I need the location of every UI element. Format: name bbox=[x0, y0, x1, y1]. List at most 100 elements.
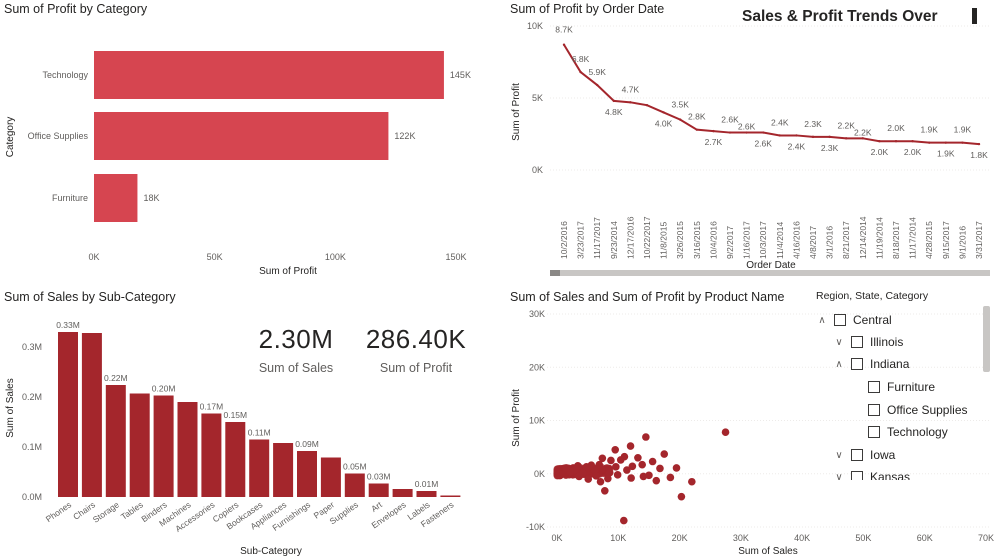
kpi-profit-label: Sum of Profit bbox=[379, 361, 453, 375]
scatter-point bbox=[611, 445, 620, 454]
data-label: 2.3K bbox=[804, 119, 822, 129]
bar-fasteners bbox=[440, 495, 461, 497]
bar-storage bbox=[105, 385, 126, 497]
bar-labels bbox=[416, 491, 437, 497]
slicer-item-furniture[interactable]: Furniture bbox=[850, 379, 935, 395]
checkbox[interactable] bbox=[851, 358, 863, 370]
slicer-item-label: Kansas bbox=[870, 470, 911, 480]
x-tick-label: 12/17/2016 bbox=[625, 216, 635, 259]
scatter-point bbox=[652, 476, 661, 485]
kpi-profit-value: 286.40K bbox=[365, 324, 467, 354]
chevron-down-icon[interactable]: ∨ bbox=[835, 449, 843, 461]
checkbox[interactable] bbox=[868, 426, 880, 438]
y-tick-label: 20K bbox=[529, 362, 545, 372]
chevron-up-icon[interactable]: ∧ bbox=[835, 358, 843, 370]
x-tick-label: Storage bbox=[91, 499, 121, 524]
checkbox[interactable] bbox=[851, 471, 863, 480]
x-tick-label: 40K bbox=[794, 533, 810, 543]
scatter-point bbox=[562, 464, 570, 472]
data-label: 0.03M bbox=[367, 472, 391, 482]
bar-copiers bbox=[225, 422, 246, 497]
chevron-down-icon[interactable]: ∨ bbox=[835, 336, 843, 348]
bar-furnishings bbox=[297, 451, 317, 497]
slicer-item-label: Office Supplies bbox=[887, 403, 968, 417]
x-tick-label: 60K bbox=[917, 533, 933, 543]
scatter-point bbox=[639, 472, 648, 481]
y-axis-title: Sum of Profit bbox=[511, 83, 522, 141]
data-label: 4.8K bbox=[605, 107, 623, 117]
kpi-sales-value: 2.30M bbox=[258, 324, 334, 354]
chevron-down-icon[interactable]: ∨ bbox=[835, 471, 843, 481]
kpi-card-profit[interactable]: 286.40K Sum of Profit bbox=[356, 324, 476, 375]
line-point bbox=[762, 131, 765, 134]
checkbox[interactable] bbox=[868, 381, 880, 393]
data-label: 4.0K bbox=[655, 118, 673, 128]
x-tick-label: 9/15/2017 bbox=[941, 221, 951, 259]
data-label: 1.8K bbox=[970, 150, 988, 160]
checkbox[interactable] bbox=[868, 404, 880, 416]
scatter-point bbox=[613, 471, 622, 479]
chevron-up-icon[interactable]: ∧ bbox=[818, 314, 826, 326]
slicer-item-central[interactable]: ∧ Central bbox=[816, 312, 891, 328]
x-tick-label: 3/16/2015 bbox=[692, 221, 702, 259]
slicer-item-illinois[interactable]: ∨ Illinois bbox=[833, 334, 903, 350]
y-tick-label: 0K bbox=[534, 469, 545, 479]
data-label: 6.8K bbox=[572, 54, 590, 64]
scatter-point bbox=[656, 464, 664, 473]
data-label: 1.9K bbox=[920, 125, 938, 135]
line-point bbox=[977, 142, 981, 146]
line-point bbox=[712, 129, 715, 133]
x-tick-label: 10K bbox=[610, 533, 626, 543]
profit-by-order-date-visual[interactable]: Sum of Profit by Order Date 0K 5K 10K 8.7K 6… bbox=[505, 0, 996, 285]
scatter-point bbox=[634, 453, 642, 462]
slicer-item-label: Indiana bbox=[870, 357, 910, 371]
y-tick-label: 30K bbox=[529, 309, 545, 319]
region-state-category-slicer[interactable]: Region, State, Category ∧ Central ∨ Illinoi… bbox=[812, 290, 996, 480]
x-tick-label: 100K bbox=[325, 252, 346, 262]
slicer-item-kansas[interactable]: ∨ Kansas bbox=[833, 469, 910, 480]
line-point bbox=[645, 104, 649, 107]
data-label: 0.15M bbox=[223, 410, 247, 420]
x-tick-label: 10/2/2016 bbox=[559, 221, 569, 259]
slicer-item-label: Technology bbox=[887, 425, 948, 439]
data-label: 2.0K bbox=[871, 147, 889, 157]
kpi-sales-label: Sum of Sales bbox=[258, 361, 334, 375]
scrollbar-thumb[interactable] bbox=[550, 270, 560, 276]
data-label: 2.8K bbox=[688, 112, 706, 122]
checkbox[interactable] bbox=[851, 336, 863, 348]
data-label: 2.6K bbox=[721, 115, 739, 125]
scatter-point bbox=[666, 473, 675, 482]
scatter-point bbox=[626, 442, 635, 450]
x-tick-label: 9/2/2017 bbox=[725, 226, 735, 259]
slicer-scrollbar[interactable] bbox=[983, 306, 990, 372]
slicer-item-indiana[interactable]: ∧ Indiana bbox=[833, 356, 909, 372]
x-tick-label: 3/1/2016 bbox=[825, 226, 835, 259]
sales-profit-by-product-visual[interactable]: Sum of Sales and Sum of Profit by Produc… bbox=[505, 288, 994, 560]
x-tick-label: 3/23/2017 bbox=[576, 221, 586, 259]
bar-tables bbox=[129, 393, 150, 497]
profit-by-category-visual[interactable]: Sum of Profit by Category Technology 145K… bbox=[0, 0, 490, 285]
slicer-item-technology[interactable]: Technology bbox=[850, 424, 948, 440]
data-label: 2.0K bbox=[904, 147, 922, 157]
slicer-item-iowa[interactable]: ∨ Iowa bbox=[833, 447, 895, 463]
bar-furniture bbox=[94, 174, 138, 222]
horizontal-scrollbar[interactable] bbox=[550, 270, 990, 276]
slicer-item-office-supplies[interactable]: Office Supplies bbox=[850, 402, 968, 418]
data-label: 18K bbox=[143, 193, 159, 203]
y-axis-title: Category bbox=[5, 117, 16, 158]
line-point bbox=[695, 128, 698, 131]
line-point bbox=[562, 43, 566, 46]
data-label: 2.6K bbox=[754, 139, 772, 149]
checkbox[interactable] bbox=[834, 314, 846, 326]
checkbox[interactable] bbox=[851, 449, 863, 461]
data-label: 0.20M bbox=[152, 384, 176, 394]
sales-by-subcategory-visual[interactable]: Sum of Sales by Sub-Category 0.0M 0.1M 0.2… bbox=[0, 288, 500, 560]
x-tick-label: 11/8/2015 bbox=[659, 222, 669, 259]
data-label: 0.33M bbox=[56, 320, 80, 330]
y-tick-label: 10K bbox=[529, 416, 545, 426]
bar-accessories bbox=[201, 413, 222, 497]
scatter-point bbox=[607, 456, 615, 465]
kpi-card-sales[interactable]: 2.30M Sum of Sales bbox=[246, 324, 346, 375]
y-tick-label: -10K bbox=[526, 522, 545, 532]
chart-title: Sum of Sales by Sub-Category bbox=[4, 290, 176, 304]
